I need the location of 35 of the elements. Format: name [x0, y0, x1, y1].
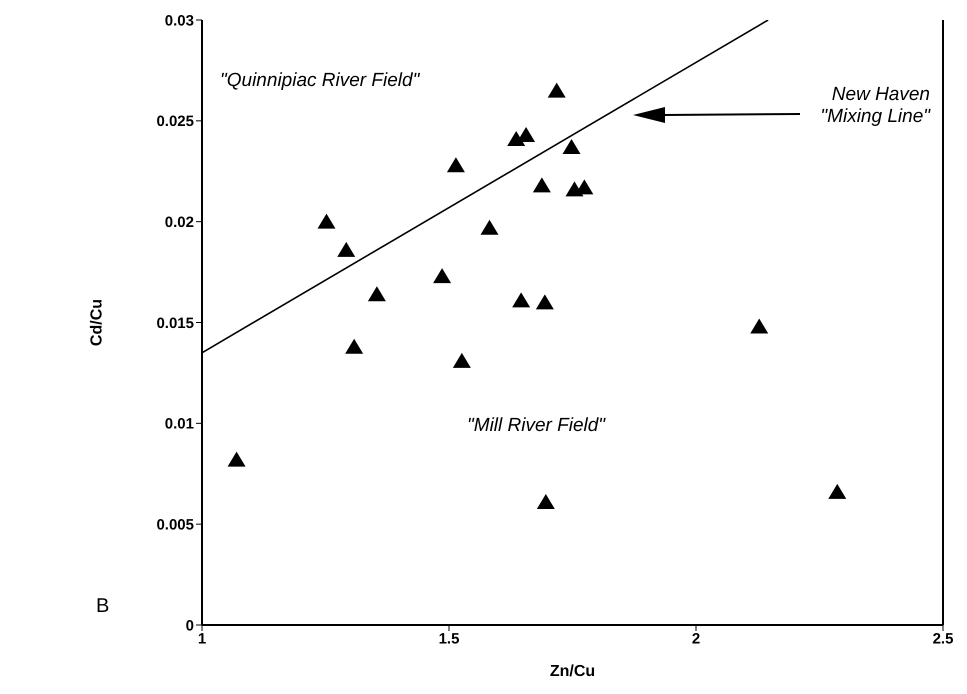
y-tick-label: 0.01 — [164, 416, 194, 433]
point — [750, 318, 768, 334]
annotation: New Haven "Mixing Line" — [819, 84, 930, 128]
x-tick-label: 1.5 — [438, 630, 460, 648]
y-tick-label: 0.03 — [164, 12, 194, 30]
point — [452, 352, 471, 368]
point — [317, 214, 336, 229]
point — [828, 484, 846, 499]
point — [512, 292, 530, 308]
point — [480, 220, 499, 235]
y-tick-label: 0 — [186, 617, 194, 634]
x-axis-title: Zn/Cu — [550, 663, 596, 680]
text: B — [96, 595, 110, 618]
x-tick-label: 1 — [198, 630, 206, 648]
point — [337, 242, 356, 257]
annotation: "Quinnipiac River Field" — [220, 70, 420, 92]
point — [536, 294, 554, 310]
point — [562, 139, 581, 154]
point — [507, 130, 526, 146]
point — [228, 452, 246, 467]
point — [368, 286, 386, 302]
y-tick-label: 0.02 — [164, 214, 194, 231]
y-tick-label: 0.015 — [156, 314, 194, 332]
point — [548, 82, 566, 98]
point — [446, 157, 465, 172]
x-tick-label: 2 — [692, 630, 700, 648]
annotation: "Mill River Field" — [467, 415, 606, 437]
point — [345, 338, 364, 354]
y-axis-title: Cd/Cu — [88, 298, 106, 346]
y-tick-label: 0.005 — [156, 516, 194, 534]
point — [532, 177, 551, 192]
point — [433, 268, 452, 284]
y-tick-label: 0.025 — [156, 113, 194, 130]
point — [536, 494, 555, 509]
x-tick-label: 2.5 — [932, 630, 954, 648]
